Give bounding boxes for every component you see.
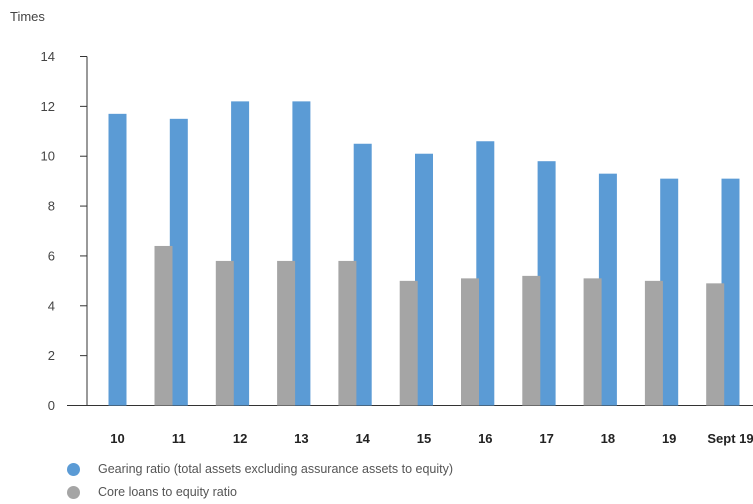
bar-gearing-ratio bbox=[598, 173, 617, 406]
y-tick-label: 12 bbox=[41, 99, 55, 114]
bar-gearing-ratio bbox=[231, 101, 250, 406]
y-tick-label: 6 bbox=[48, 248, 55, 263]
legend-label-gearing: Gearing ratio (total assets excluding as… bbox=[98, 462, 454, 476]
legend-item-gearing: Gearing ratio (total assets excluding as… bbox=[67, 462, 453, 476]
bar-gearing-ratio bbox=[169, 118, 188, 406]
bar-gearing-ratio bbox=[660, 178, 679, 406]
x-tick-label: 15 bbox=[417, 431, 431, 446]
y-tick-label: 0 bbox=[48, 398, 55, 413]
bar-core-loans-ratio bbox=[706, 283, 725, 406]
x-tick-label: 17 bbox=[539, 431, 553, 446]
bar-core-loans-ratio bbox=[277, 260, 296, 406]
bar-core-loans-ratio bbox=[338, 260, 357, 406]
x-tick-label: Sept 19 bbox=[707, 431, 753, 446]
legend-swatch-core-loans bbox=[67, 485, 80, 499]
x-tick-label: 19 bbox=[662, 431, 676, 446]
x-tick-label: 14 bbox=[355, 431, 370, 446]
bar-gearing-ratio bbox=[292, 101, 311, 406]
y-tick-label: 4 bbox=[48, 298, 55, 313]
bar-core-loans-ratio bbox=[215, 260, 234, 406]
chart-bars bbox=[108, 101, 740, 406]
legend-label-core-loans: Core loans to equity ratio bbox=[98, 485, 237, 499]
y-tick-label: 10 bbox=[41, 149, 55, 164]
bar-gearing-ratio bbox=[721, 178, 740, 406]
x-tick-label: 16 bbox=[478, 431, 492, 446]
bar-core-loans-ratio bbox=[399, 280, 418, 406]
y-tick-label: 14 bbox=[41, 49, 55, 64]
bar-gearing-ratio bbox=[108, 113, 127, 406]
bar-gearing-ratio bbox=[537, 161, 556, 406]
bar-gearing-ratio bbox=[415, 153, 433, 406]
x-tick-label: 11 bbox=[172, 431, 186, 446]
bar-gearing-ratio bbox=[476, 141, 495, 406]
y-tick-label: 8 bbox=[48, 199, 55, 214]
bar-core-loans-ratio bbox=[644, 280, 663, 406]
bar-core-loans-ratio bbox=[583, 278, 602, 406]
y-tick-label: 2 bbox=[48, 348, 55, 363]
legend-swatch-gearing bbox=[67, 462, 80, 476]
x-tick-label: 10 bbox=[110, 431, 124, 446]
x-tick-label: 13 bbox=[294, 431, 308, 446]
bar-core-loans-ratio bbox=[154, 245, 173, 406]
x-tick-label: 12 bbox=[233, 431, 247, 446]
bar-core-loans-ratio bbox=[522, 275, 541, 406]
x-tick-labels: 10 11 12 13 14 15 16 17 18 19 Sept 19 bbox=[110, 431, 753, 446]
legend-item-core-loans: Core loans to equity ratio bbox=[67, 485, 237, 499]
x-tick-label: 18 bbox=[601, 431, 615, 446]
bar-core-loans-ratio bbox=[461, 278, 479, 406]
y-axis-title: Times bbox=[10, 9, 45, 24]
y-tick-labels: 0 2 4 6 8 10 12 14 bbox=[41, 49, 87, 413]
bar-gearing-ratio bbox=[353, 143, 372, 406]
